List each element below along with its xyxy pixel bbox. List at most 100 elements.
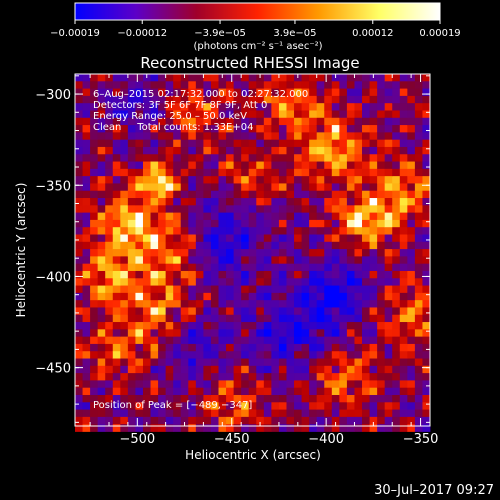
heatmap-cell — [188, 168, 197, 177]
heatmap-cell — [248, 329, 257, 338]
heatmap-cell — [173, 205, 182, 214]
heatmap-cell — [203, 227, 212, 235]
heatmap-cell — [127, 329, 136, 338]
heatmap-cell — [75, 307, 83, 316]
heatmap-cell — [294, 95, 302, 104]
heatmap-cell — [180, 292, 189, 301]
heatmap-cell — [278, 168, 287, 177]
heatmap-cell — [422, 314, 431, 323]
heatmap-cell — [158, 394, 167, 403]
heatmap-cell — [112, 285, 121, 294]
heatmap-cell — [309, 380, 318, 389]
heatmap-cell — [120, 365, 129, 374]
heatmap-cell — [286, 154, 295, 162]
heatmap-cell — [407, 329, 416, 338]
heatmap-cell — [90, 351, 99, 359]
heatmap-cell — [346, 314, 355, 323]
heatmap-cell — [195, 256, 204, 265]
heatmap-cell — [195, 409, 204, 418]
heatmap-cell — [150, 351, 159, 359]
heatmap-cell — [316, 139, 325, 148]
heatmap-cell — [150, 117, 159, 126]
heatmap-cell — [301, 402, 310, 410]
heatmap-cell — [392, 373, 401, 381]
heatmap-cell — [218, 292, 227, 301]
heatmap-cell — [263, 387, 272, 396]
heatmap-cell — [97, 146, 106, 155]
heatmap-cell — [173, 146, 182, 155]
heatmap-cell — [241, 168, 250, 177]
heatmap-cell — [286, 343, 295, 352]
heatmap-cell — [120, 358, 129, 367]
heatmap-cell — [105, 307, 114, 316]
heatmap-cell — [127, 241, 136, 250]
heatmap-cell — [165, 329, 174, 338]
heatmap-cell — [142, 205, 151, 214]
heatmap-cell — [309, 402, 318, 410]
heatmap-cell — [112, 278, 121, 286]
heatmap-cell — [218, 241, 227, 250]
heatmap-cell — [150, 154, 159, 162]
heatmap-cell — [422, 154, 431, 162]
heatmap-cell — [127, 139, 136, 148]
heatmap-cell — [294, 81, 302, 89]
heatmap-cell — [377, 263, 386, 272]
heatmap-cell — [112, 74, 121, 82]
heatmap-cell — [346, 300, 355, 308]
heatmap-cell — [105, 161, 114, 170]
heatmap-cell — [218, 322, 227, 330]
heatmap-cell — [233, 117, 242, 126]
heatmap-cell — [339, 176, 348, 184]
heatmap-cell — [226, 139, 235, 148]
heatmap-cell — [188, 373, 197, 381]
heatmap-cell — [165, 256, 174, 265]
heatmap-cell — [142, 336, 151, 345]
heatmap-cell — [165, 154, 174, 162]
heatmap-cell — [263, 373, 272, 381]
heatmap-cell — [233, 125, 242, 133]
heatmap-cell — [256, 373, 265, 381]
heatmap-cell — [324, 249, 333, 257]
heatmap-cell — [142, 241, 151, 250]
heatmap-cell — [226, 227, 235, 235]
heatmap-cell — [399, 270, 408, 279]
heatmap-cell — [286, 81, 295, 89]
heatmap-cell — [97, 110, 106, 119]
heatmap-cell — [165, 117, 174, 126]
heatmap-cell — [120, 139, 129, 148]
heatmap-cell — [210, 351, 219, 359]
heatmap-cell — [392, 402, 401, 410]
heatmap-cell — [218, 343, 227, 352]
heatmap-cell — [90, 278, 99, 286]
heatmap-cell — [195, 168, 204, 177]
heatmap-cell — [90, 88, 99, 97]
heatmap-cell — [180, 409, 189, 418]
heatmap-cell — [324, 74, 333, 82]
heatmap-cell — [188, 351, 197, 359]
heatmap-cell — [142, 110, 151, 119]
heatmap-cell — [75, 168, 83, 177]
heatmap-cell — [142, 183, 151, 192]
heatmap-cell — [294, 314, 302, 323]
heatmap-cell — [233, 146, 242, 155]
heatmap-cell — [105, 205, 114, 214]
heatmap-cell — [256, 256, 265, 265]
heatmap-cell — [422, 394, 431, 403]
heatmap-cell — [165, 132, 174, 141]
heatmap-cell — [180, 329, 189, 338]
heatmap-cell — [324, 351, 333, 359]
heatmap-cell — [105, 117, 114, 126]
heatmap-cell — [286, 212, 295, 221]
heatmap-cell — [127, 263, 136, 272]
heatmap-cell — [271, 219, 280, 228]
heatmap-cell — [112, 314, 121, 323]
heatmap-cell — [377, 424, 386, 432]
heatmap-cell — [210, 387, 219, 396]
heatmap-cell — [407, 380, 416, 389]
heatmap-cell — [173, 380, 182, 389]
heatmap-cell — [150, 95, 159, 104]
heatmap-cell — [150, 307, 159, 316]
heatmap-cell — [218, 234, 227, 243]
heatmap-cell — [195, 103, 204, 111]
heatmap-cell — [399, 373, 408, 381]
